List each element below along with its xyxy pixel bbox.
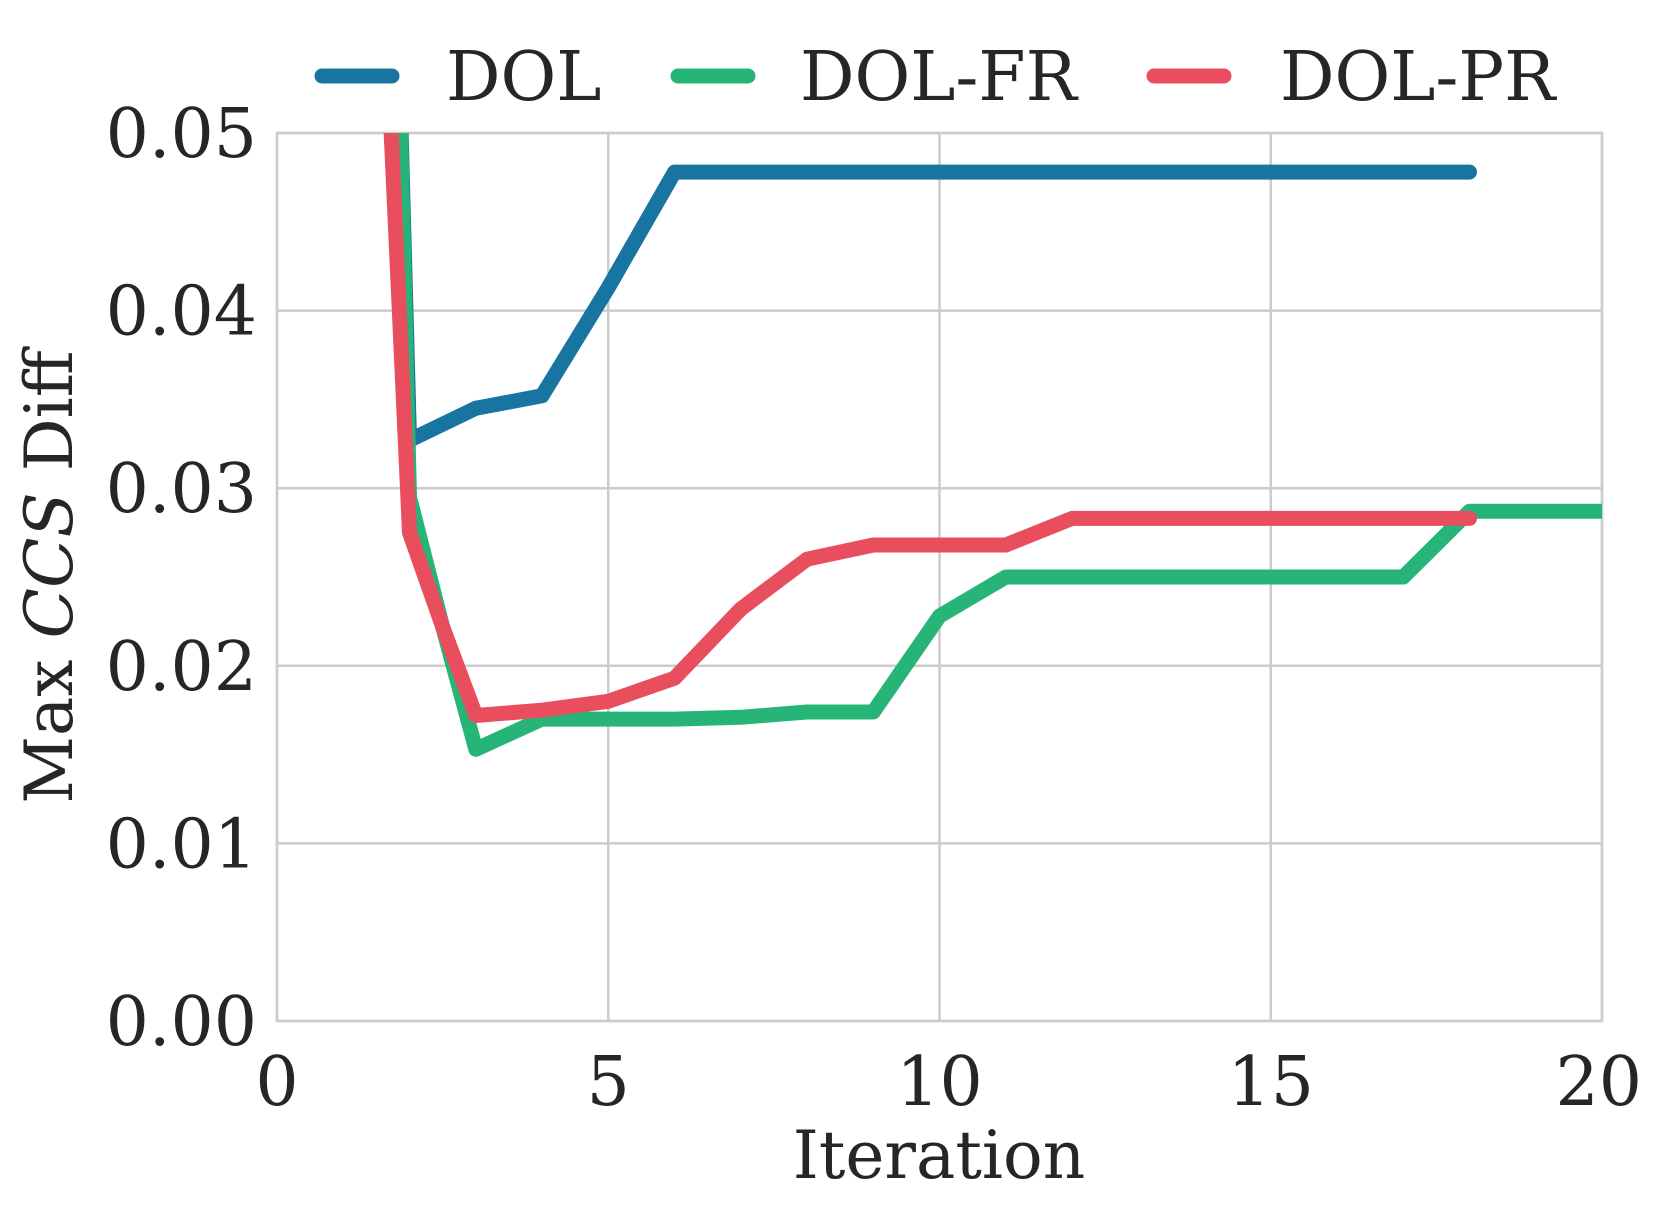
legend-label-dol-pr: DOL-PR [1280,38,1557,117]
y-tick-label: 0.05 [106,95,257,174]
series-group [383,133,1602,757]
legend-label-dol-fr: DOL-FR [800,38,1079,117]
legend: DOL DOL-FR DOL-PR [314,38,1557,117]
x-tick-label: 5 [587,1043,630,1122]
x-axis-label: Iteration [793,1117,1085,1194]
x-tick-label: 0 [255,1043,298,1122]
series-line-dol-pr [383,133,1477,723]
y-tick-label: 0.02 [106,628,257,707]
series-line-dol [393,133,1477,448]
y-tick-label: 0.01 [106,805,257,884]
y-axis-label-math: CCS [11,492,88,638]
legend-label-dol: DOL [446,38,601,117]
x-tick-label: 15 [1227,1043,1314,1122]
plot-frame [275,131,1604,1023]
y-axis-label: Max CCS Diff [11,346,88,803]
series-line-dol-fr [393,133,1602,757]
y-axis-label-prefix: Max [11,638,88,803]
y-tick-label: 0.00 [106,983,257,1062]
y-tick-label: 0.04 [106,273,257,352]
x-tick-label: 10 [896,1043,983,1122]
y-axis-label-suffix: Diff [11,346,88,492]
tick-labels: 0.00 0.01 0.02 0.03 0.04 0.05 0 5 10 15 20 [106,95,1642,1122]
x-tick-label: 20 [1555,1043,1642,1122]
y-tick-label: 0.03 [106,450,257,529]
